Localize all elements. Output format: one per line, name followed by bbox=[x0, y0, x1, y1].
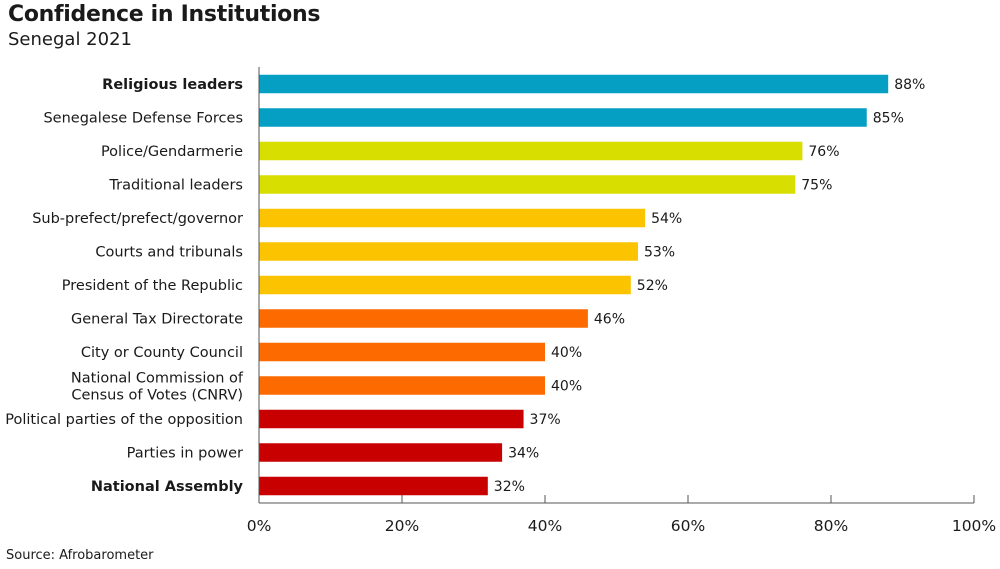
x-tick-label: 20% bbox=[385, 517, 419, 535]
x-tick-label: 40% bbox=[528, 517, 562, 535]
source-note: Source: Afrobarometer bbox=[6, 548, 154, 563]
category-label: Parties in power bbox=[127, 446, 243, 462]
bar bbox=[259, 208, 646, 228]
bar bbox=[259, 309, 588, 328]
category-label: National Assembly bbox=[91, 479, 244, 495]
category-label: Political parties of the opposition bbox=[5, 412, 243, 428]
chart-title: Confidence in Institutions bbox=[8, 2, 321, 27]
x-tick-label: 60% bbox=[671, 517, 705, 535]
value-label: 52% bbox=[637, 278, 668, 294]
value-label: 53% bbox=[644, 245, 675, 261]
bar bbox=[259, 141, 803, 161]
category-label: City or County Council bbox=[81, 345, 243, 361]
value-label: 75% bbox=[801, 178, 832, 194]
bar bbox=[259, 476, 488, 496]
bar bbox=[259, 443, 503, 462]
category-label: President of the Republic bbox=[62, 278, 243, 294]
bar bbox=[259, 342, 545, 362]
value-label: 37% bbox=[530, 412, 561, 428]
category-label: National Commission of Census of Votes (C… bbox=[71, 371, 244, 404]
value-label: 40% bbox=[551, 379, 582, 395]
bar bbox=[259, 409, 524, 429]
chart-subtitle: Senegal 2021 bbox=[8, 29, 132, 50]
value-label: 40% bbox=[551, 345, 582, 361]
bar bbox=[259, 74, 889, 94]
value-label: 88% bbox=[894, 77, 925, 93]
category-label: General Tax Directorate bbox=[71, 312, 243, 328]
bar bbox=[259, 242, 638, 261]
value-label: 32% bbox=[494, 479, 525, 495]
bar bbox=[259, 376, 545, 395]
value-label: 76% bbox=[808, 144, 839, 160]
value-label: 54% bbox=[651, 211, 682, 227]
category-label: Courts and tribunals bbox=[95, 245, 243, 261]
bar bbox=[259, 275, 631, 295]
x-tick-label: 0% bbox=[247, 517, 272, 535]
x-tick-label: 100% bbox=[952, 517, 996, 535]
category-label: Senegalese Defense Forces bbox=[43, 111, 243, 127]
category-label: Sub-prefect/prefect/governor bbox=[32, 211, 243, 227]
value-label: 46% bbox=[594, 312, 625, 328]
category-label: Religious leaders bbox=[102, 77, 243, 93]
category-label: Police/Gendarmerie bbox=[101, 144, 243, 160]
value-label: 85% bbox=[873, 111, 904, 127]
value-label: 34% bbox=[508, 446, 539, 462]
bar bbox=[259, 108, 867, 127]
bar bbox=[259, 175, 796, 194]
category-label: Traditional leaders bbox=[108, 178, 243, 194]
x-tick-label: 80% bbox=[814, 517, 848, 535]
